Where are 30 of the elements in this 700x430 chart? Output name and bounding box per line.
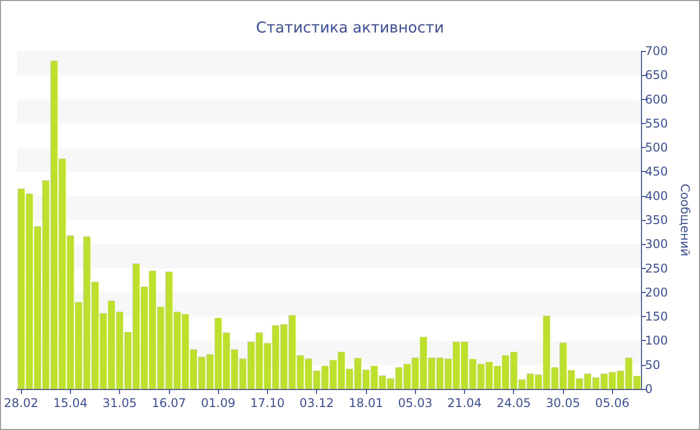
x-tick-label: 03.12 [300,396,334,410]
y-tick-label: 550 [645,116,668,130]
y-axis-title: Сообщений [678,184,692,256]
y-tick-label: 700 [645,44,668,58]
y-tick-label: 200 [645,285,668,300]
y-tick-label: 600 [645,92,668,106]
y-tick-label: 300 [645,237,668,252]
x-tick-label: 31.05 [102,396,137,410]
y-tick-label: 50 [645,358,660,372]
y-tick-label: 250 [645,261,668,276]
x-tick-label: 05.06 [595,396,630,410]
chart-title: Статистика активности [256,18,444,36]
x-tick-label: 05.03 [398,396,432,410]
x-tick-label: 24.05 [496,396,531,410]
y-tick-label: 500 [645,140,668,155]
y-tick-label: 100 [645,334,668,348]
x-tick-label: 28.02 [4,396,38,410]
y-tick-label: 450 [645,164,668,179]
y-tick-label: 650 [645,68,668,82]
y-tick-label: 350 [645,213,668,227]
x-tick-label: 15.04 [53,396,88,410]
y-tick-label: 400 [645,188,668,203]
x-tick-label: 18.01 [348,396,384,410]
y-tick-label: 0 [645,382,653,396]
x-tick-label: 21.04 [447,396,482,410]
x-tick-label: 16.07 [152,396,186,410]
x-tick-label: 01.09 [200,396,236,410]
y-tick-label: 150 [645,310,668,324]
x-tick-label: 30.05 [546,396,580,410]
x-tick-label: 17.10 [250,396,285,410]
